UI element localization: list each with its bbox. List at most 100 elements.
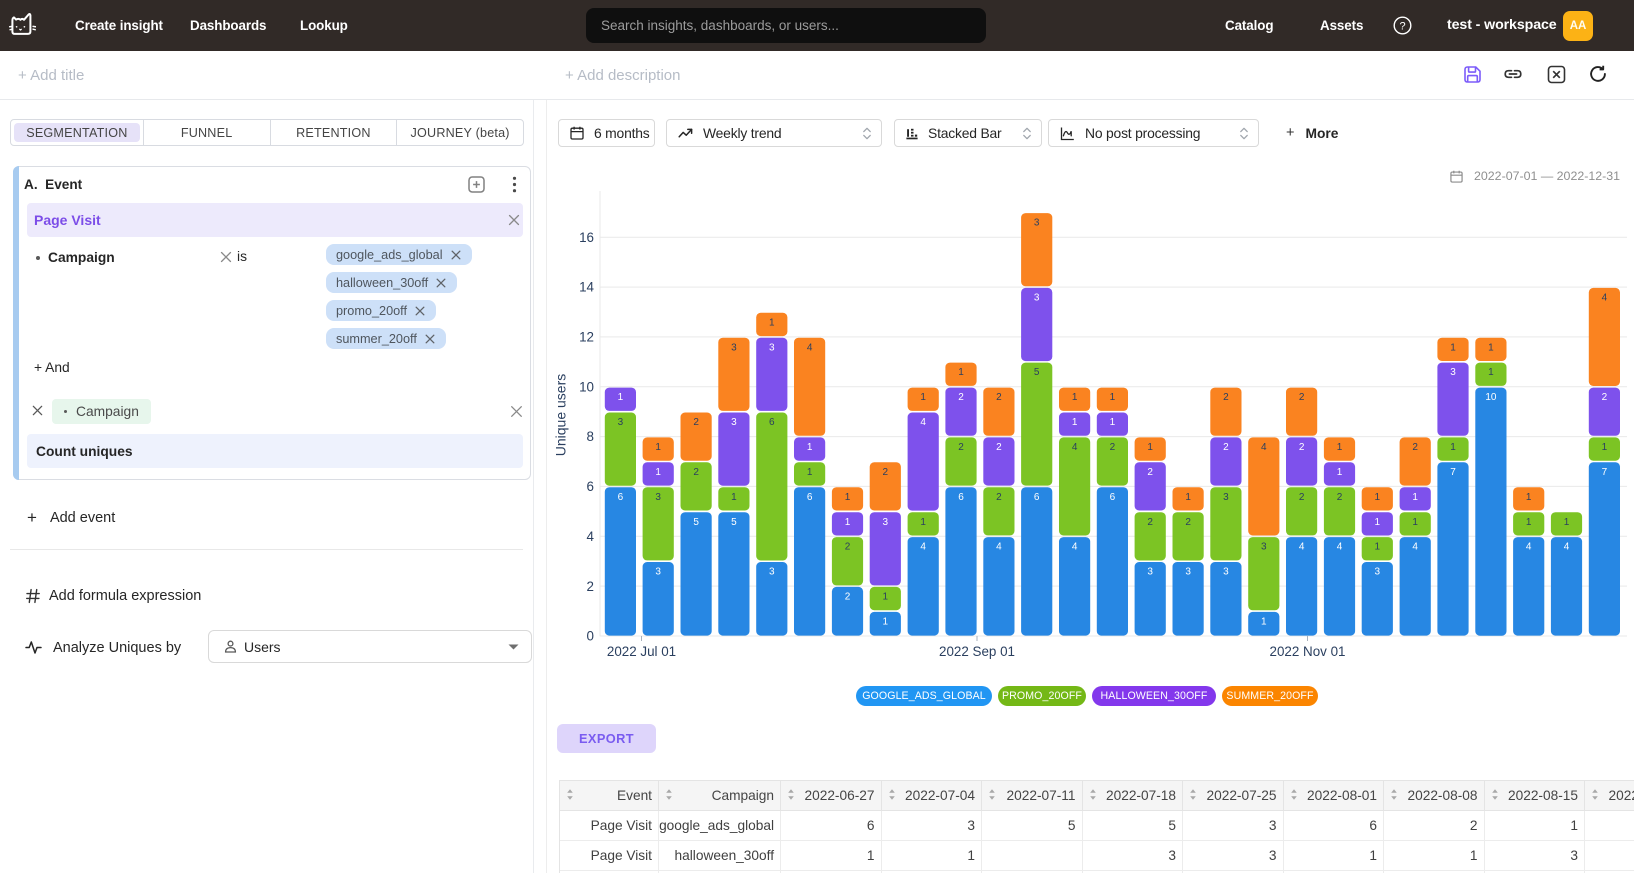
svg-text:1: 1: [920, 517, 926, 528]
svg-text:1: 1: [958, 367, 964, 378]
svg-text:1: 1: [845, 517, 851, 528]
svg-text:1: 1: [1526, 492, 1532, 503]
svg-text:1: 1: [655, 467, 661, 478]
svg-text:2: 2: [996, 492, 1002, 503]
svg-text:4: 4: [587, 529, 595, 544]
svg-text:Unique users: Unique users: [553, 374, 569, 457]
svg-text:4: 4: [920, 417, 926, 428]
svg-text:5: 5: [1034, 367, 1040, 378]
svg-text:6: 6: [618, 492, 624, 503]
svg-text:?: ?: [1399, 21, 1405, 33]
svg-text:3: 3: [1034, 292, 1040, 303]
svg-text:2: 2: [996, 392, 1002, 403]
svg-text:1: 1: [1147, 442, 1153, 453]
svg-text:4: 4: [1337, 542, 1343, 553]
svg-text:1: 1: [1185, 492, 1191, 503]
svg-text:3: 3: [1147, 567, 1153, 578]
svg-text:3: 3: [1185, 567, 1191, 578]
svg-text:3: 3: [1375, 567, 1381, 578]
svg-text:10: 10: [1485, 392, 1497, 403]
svg-text:2: 2: [958, 442, 964, 453]
svg-text:3: 3: [1034, 218, 1040, 229]
svg-text:1: 1: [1110, 417, 1116, 428]
svg-text:7: 7: [1450, 467, 1456, 478]
svg-text:1: 1: [883, 592, 889, 603]
svg-text:4: 4: [1299, 542, 1305, 553]
svg-text:1: 1: [845, 492, 851, 503]
svg-text:4: 4: [1072, 542, 1078, 553]
svg-text:2: 2: [693, 467, 699, 478]
svg-text:1: 1: [1375, 492, 1381, 503]
svg-text:3: 3: [1223, 492, 1229, 503]
svg-text:16: 16: [579, 230, 594, 245]
svg-text:2: 2: [1185, 517, 1191, 528]
svg-text:1: 1: [1072, 392, 1078, 403]
svg-text:14: 14: [579, 280, 594, 295]
svg-text:3: 3: [731, 417, 737, 428]
svg-text:3: 3: [883, 517, 889, 528]
svg-text:1: 1: [655, 442, 661, 453]
svg-text:2: 2: [1223, 392, 1229, 403]
svg-text:7: 7: [1602, 467, 1608, 478]
svg-text:6: 6: [958, 492, 964, 503]
svg-text:2: 2: [693, 417, 699, 428]
svg-text:2: 2: [1147, 517, 1153, 528]
svg-text:2: 2: [1412, 442, 1418, 453]
svg-text:6: 6: [1034, 492, 1040, 503]
svg-text:3: 3: [1450, 367, 1456, 378]
svg-text:6: 6: [587, 479, 594, 494]
svg-text:2: 2: [1299, 442, 1305, 453]
svg-text:5: 5: [731, 517, 737, 528]
svg-text:10: 10: [579, 379, 594, 394]
svg-text:4: 4: [1602, 292, 1608, 303]
svg-text:0: 0: [587, 629, 594, 644]
svg-text:1: 1: [807, 442, 813, 453]
svg-text:1: 1: [1375, 542, 1381, 553]
svg-text:4: 4: [807, 342, 813, 353]
svg-text:1: 1: [1564, 517, 1570, 528]
svg-text:1: 1: [1602, 442, 1608, 453]
svg-text:1: 1: [1072, 417, 1078, 428]
svg-text:4: 4: [1412, 542, 1418, 553]
svg-text:2: 2: [1299, 392, 1305, 403]
svg-text:3: 3: [655, 492, 661, 503]
svg-text:2: 2: [1602, 392, 1608, 403]
svg-text:5: 5: [693, 517, 699, 528]
svg-text:2: 2: [587, 579, 594, 594]
svg-text:3: 3: [769, 567, 775, 578]
svg-text:3: 3: [769, 342, 775, 353]
svg-text:3: 3: [731, 342, 737, 353]
svg-text:2022 Jul 01: 2022 Jul 01: [607, 644, 676, 659]
svg-text:1: 1: [883, 617, 889, 628]
svg-text:1: 1: [807, 467, 813, 478]
svg-text:2: 2: [958, 392, 964, 403]
svg-text:1: 1: [769, 317, 775, 328]
svg-text:2: 2: [1147, 467, 1153, 478]
svg-text:1: 1: [1526, 517, 1532, 528]
svg-text:2: 2: [1299, 492, 1305, 503]
svg-text:4: 4: [1564, 542, 1570, 553]
svg-text:4: 4: [1526, 542, 1532, 553]
svg-text:4: 4: [1072, 442, 1078, 453]
svg-text:3: 3: [1261, 542, 1267, 553]
svg-text:8: 8: [587, 429, 594, 444]
svg-text:2022 Nov 01: 2022 Nov 01: [1270, 644, 1346, 659]
svg-text:12: 12: [579, 330, 594, 345]
svg-text:1: 1: [1110, 392, 1116, 403]
svg-text:2: 2: [996, 442, 1002, 453]
svg-text:4: 4: [920, 542, 926, 553]
svg-text:1: 1: [1261, 617, 1267, 628]
svg-text:1: 1: [1450, 442, 1456, 453]
svg-text:1: 1: [1412, 492, 1418, 503]
svg-text:1: 1: [1488, 367, 1494, 378]
svg-text:3: 3: [618, 417, 624, 428]
svg-text:1: 1: [731, 492, 737, 503]
svg-text:6: 6: [807, 492, 813, 503]
svg-text:1: 1: [1450, 342, 1456, 353]
svg-text:3: 3: [1223, 567, 1229, 578]
svg-text:1: 1: [1488, 342, 1494, 353]
svg-text:2: 2: [1337, 492, 1343, 503]
svg-text:1: 1: [1375, 517, 1381, 528]
svg-text:2: 2: [845, 592, 851, 603]
svg-text:1: 1: [1337, 467, 1343, 478]
